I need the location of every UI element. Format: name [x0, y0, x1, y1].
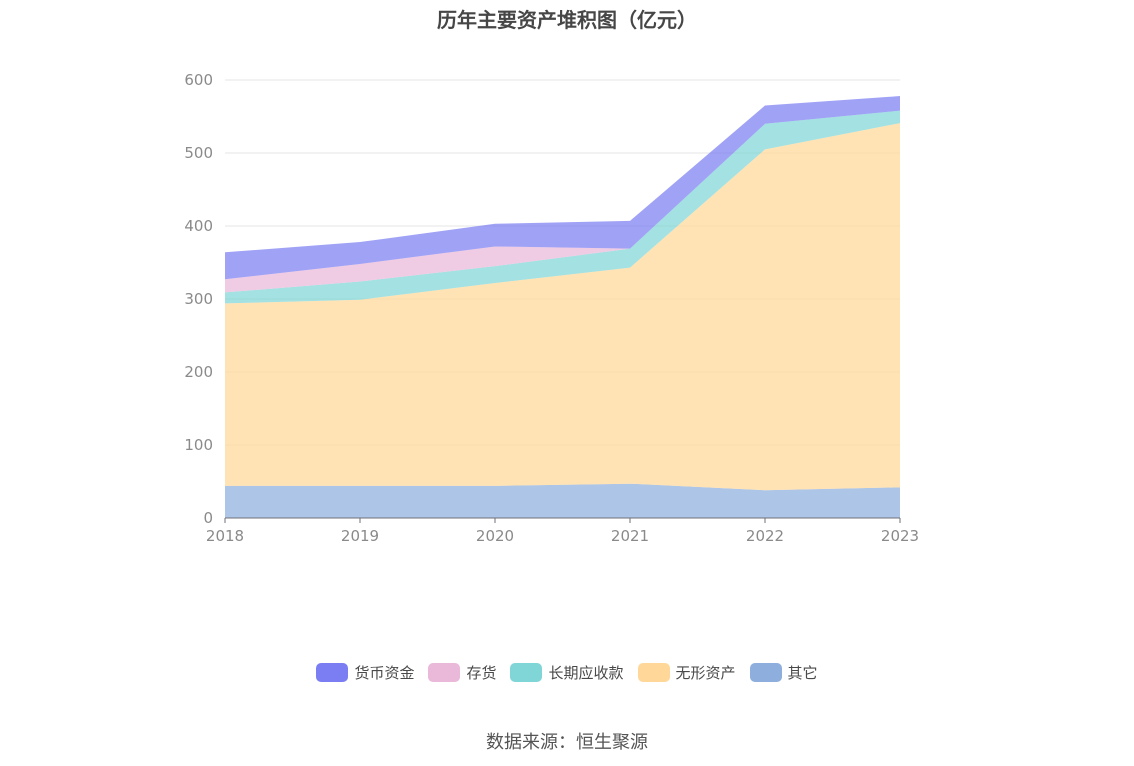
- area-无形资产: [225, 123, 900, 491]
- axes: 0 100 200 300 400 500 600 2018 2019 2020 2021 2022 2…: [184, 71, 919, 545]
- legend-swatch: [637, 663, 670, 682]
- area-货币资金: [225, 96, 900, 280]
- area-长期应收款: [225, 110, 900, 304]
- legend-label: 货币资金: [354, 664, 415, 682]
- y-tick-label: 300: [184, 290, 213, 308]
- y-tick-label: 100: [184, 436, 213, 454]
- legend-swatch: [749, 663, 782, 682]
- legend-swatch: [316, 663, 349, 682]
- area-series: [225, 96, 900, 518]
- y-tick-label: 200: [184, 363, 213, 381]
- legend-item[interactable]: 无形资产: [637, 662, 736, 683]
- x-tick-label: 2021: [611, 527, 649, 545]
- y-tick-label: 500: [184, 144, 213, 162]
- y-tick-label: 400: [184, 217, 213, 235]
- legend-label: 存货: [466, 664, 497, 682]
- legend-swatch: [510, 663, 543, 682]
- data-source: 数据来源：恒生聚源: [486, 732, 648, 753]
- legend-item[interactable]: 其它: [749, 662, 818, 683]
- x-tick-label: 2019: [341, 527, 379, 545]
- legend-swatch: [428, 663, 461, 682]
- legend-item[interactable]: 货币资金: [316, 662, 414, 683]
- y-tick-label: 0: [203, 509, 213, 527]
- chart-title: 历年主要资产堆积图（亿元）: [437, 8, 697, 32]
- y-tick-label: 600: [184, 71, 213, 89]
- area-存货: [225, 110, 900, 293]
- x-tick-label: 2022: [746, 527, 784, 545]
- legend-label: 其它: [787, 664, 818, 682]
- legend-item[interactable]: 存货: [428, 662, 496, 683]
- x-tick-label: 2023: [881, 527, 919, 545]
- area-其它: [225, 483, 900, 518]
- x-tick-label: 2018: [206, 527, 244, 545]
- legend-item[interactable]: 长期应收款: [510, 662, 624, 683]
- legend-label: 长期应收款: [548, 664, 624, 682]
- legend: 货币资金 存货 长期应收款 无形资产 其它: [0, 662, 1134, 683]
- x-tick-label: 2020: [476, 527, 514, 545]
- legend-label: 无形资产: [675, 664, 736, 682]
